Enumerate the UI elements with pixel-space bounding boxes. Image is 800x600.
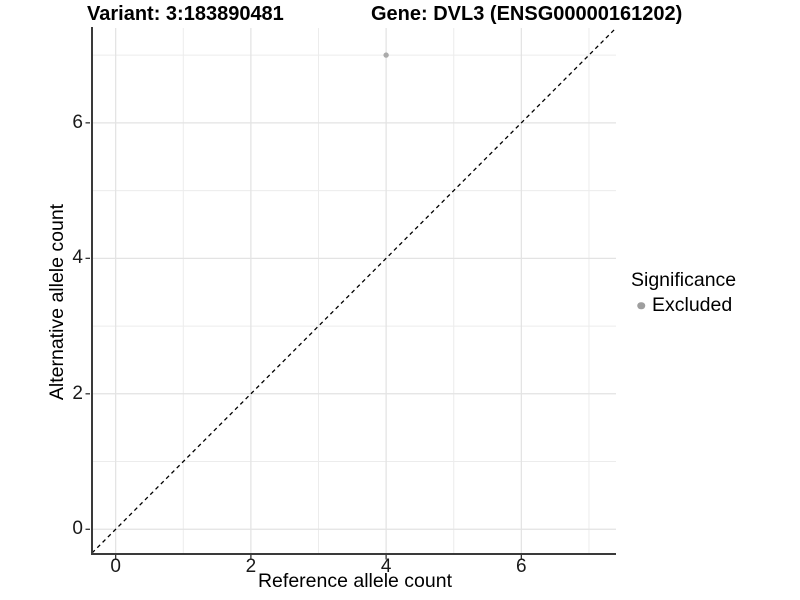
y-tick-label: 4 [72,247,83,269]
legend-item-excluded: Excluded [631,294,736,317]
legend-title: Significance [631,269,737,291]
y-tick-label: 6 [72,111,83,133]
x-tick-label: 6 [516,556,527,577]
legend: Significance Excluded [631,269,736,317]
x-tick-label: 2 [245,556,257,577]
identity-dashed-line [91,27,617,554]
excluded-point-icon [637,301,645,310]
y-tick-label: 0 [72,518,83,540]
legend-item-label: Excluded [652,294,733,316]
x-axis-title: Reference allele count [257,570,453,592]
variant-title: Variant: 3:183890481 [87,3,284,25]
y-tick-label: 2 [72,382,83,404]
legend-key [631,297,651,315]
data-point [383,52,389,58]
gene-title: Gene: DVL3 (ENSG00000161202) [371,3,683,25]
x-tick-label: 4 [380,556,392,577]
y-axis-title: Alternative allele count [46,203,68,401]
x-tick-label: 0 [110,556,121,577]
